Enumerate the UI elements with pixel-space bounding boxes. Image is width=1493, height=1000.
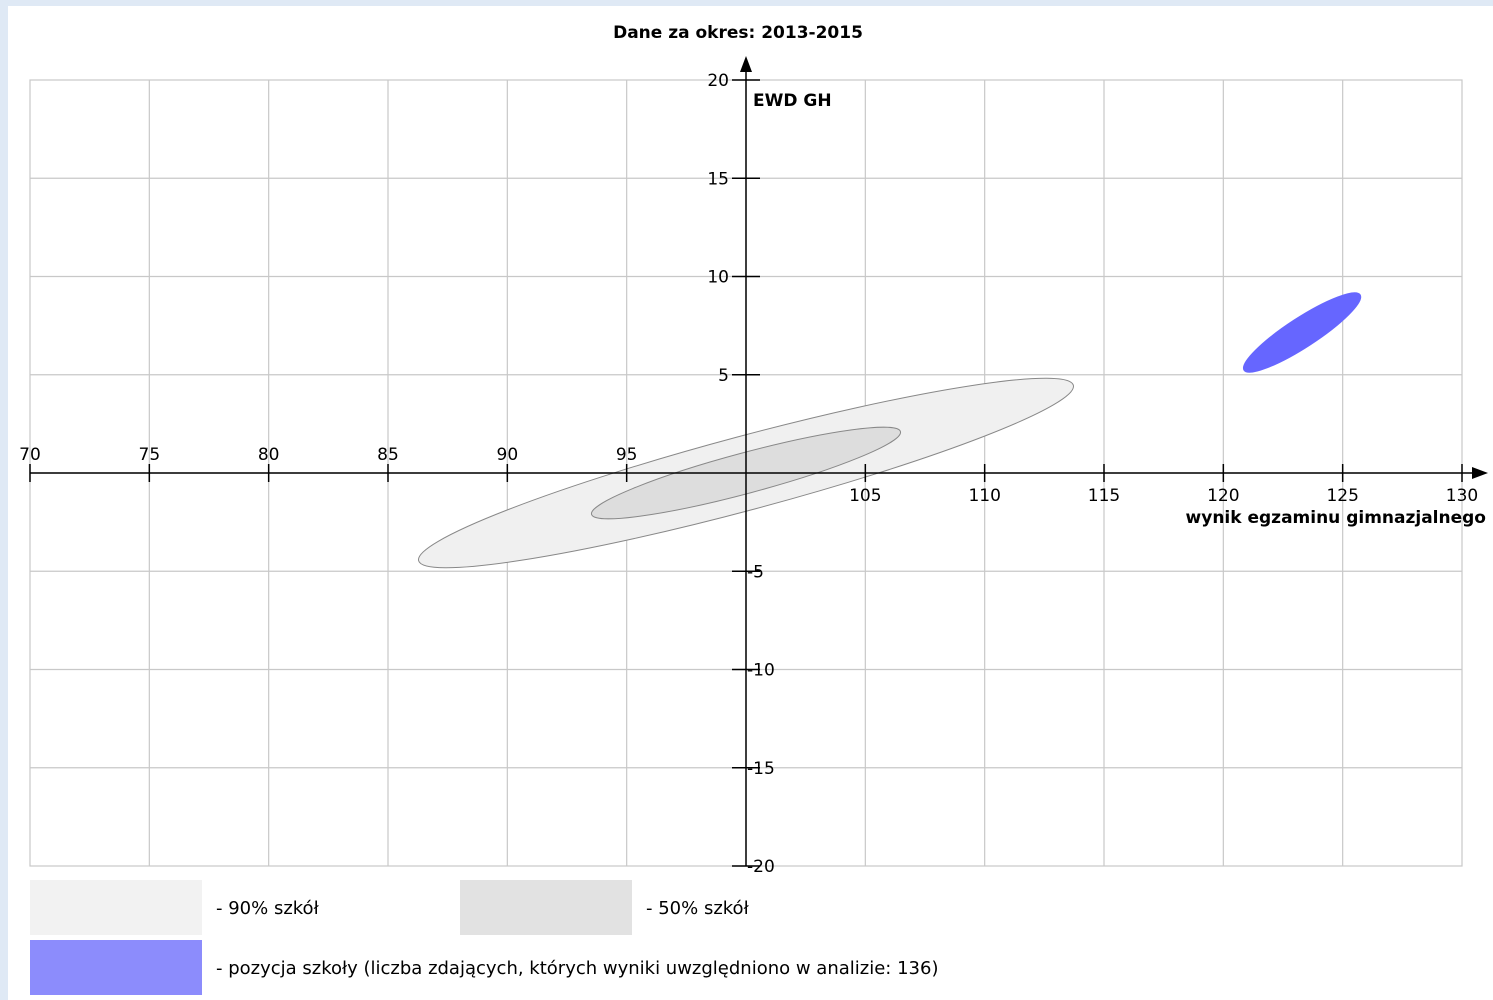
legend-label: - pozycja szkoły (liczba zdających, któr… <box>216 958 938 979</box>
legend-swatch <box>460 880 632 935</box>
axes <box>30 56 1488 866</box>
x-tick-label: 130 <box>1446 486 1478 506</box>
y-tick-label: 5 <box>718 366 729 386</box>
regions <box>418 292 1362 569</box>
x-tick-label: 70 <box>19 445 41 465</box>
chart-title: Dane za okres: 2013-2015 <box>613 23 863 43</box>
chart-panel: 70 75 80 85 90 95 105 110 115 120 125 130 20 15 10 5 -5-… <box>8 6 1493 1000</box>
y-tick-label: 15 <box>707 169 729 189</box>
x-tick-label: 85 <box>377 445 399 465</box>
x-tick-label: 95 <box>616 445 638 465</box>
y-tick-label: -5 <box>747 562 764 582</box>
x-tick-label: 105 <box>849 486 881 506</box>
x-axis-arrow <box>1472 467 1488 479</box>
x-tick-label: 125 <box>1326 486 1358 506</box>
legend: - 90% szkół - 50% szkół - pozycja szkoły (… <box>30 880 938 995</box>
y-axis-arrow <box>740 56 752 72</box>
legend-label: - 90% szkół <box>216 898 320 919</box>
region-school <box>1242 292 1362 373</box>
x-tick-label: 80 <box>258 445 280 465</box>
y-tick-label: 10 <box>707 268 729 288</box>
legend-label: - 50% szkół <box>646 898 750 919</box>
x-tick-label: 75 <box>139 445 161 465</box>
y-tick-label: -20 <box>747 857 775 877</box>
x-axis-label: wynik egzaminu gimnazjalnego <box>1186 508 1486 528</box>
x-tick-label: 115 <box>1088 486 1120 506</box>
y-tick-label: -15 <box>747 759 775 779</box>
x-tick-label: 110 <box>968 486 1000 506</box>
y-axis-label: EWD GH <box>753 91 832 111</box>
legend-swatch <box>30 940 202 995</box>
x-tick-label: 120 <box>1207 486 1239 506</box>
y-tick-label: 20 <box>707 71 729 91</box>
x-tick-label: 90 <box>497 445 519 465</box>
legend-swatch <box>30 880 202 935</box>
y-tick-label: -10 <box>747 661 775 681</box>
